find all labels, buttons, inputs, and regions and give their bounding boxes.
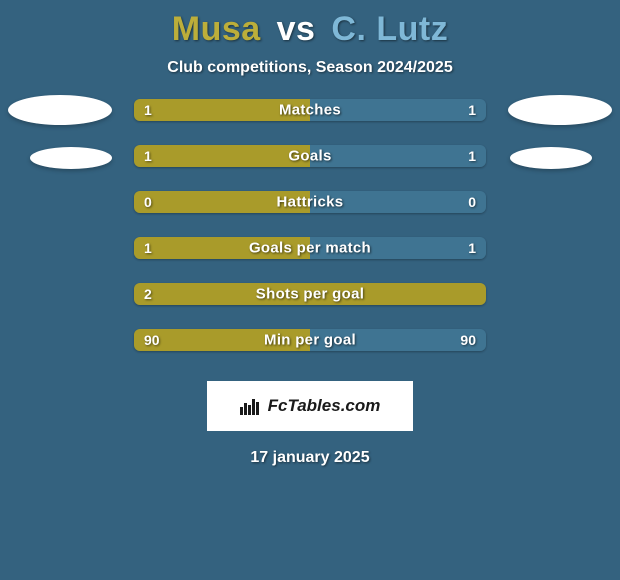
stat-row: Matches11 <box>134 99 486 121</box>
avatar-placeholder-left-2 <box>30 147 112 169</box>
brand-text: FcTables.com <box>268 396 381 416</box>
stat-fill-left <box>134 99 310 121</box>
avatar-placeholder-right-2 <box>510 147 592 169</box>
stats-area: Matches11 Goals11 Hattricks00 Goals per mat… <box>0 99 620 375</box>
stat-fill-left <box>134 329 310 351</box>
title-player2: C. Lutz <box>331 10 448 48</box>
subtitle: Club competitions, Season 2024/2025 <box>167 59 452 77</box>
date-label: 17 january 2025 <box>250 449 369 467</box>
stat-row: Hattricks00 <box>134 191 486 213</box>
stat-fill-left <box>134 145 310 167</box>
stat-fill-left <box>134 237 310 259</box>
page: Musa vs C. Lutz Club competitions, Seaso… <box>0 0 620 580</box>
avatar-placeholder-left-1 <box>8 95 112 125</box>
brand-badge: FcTables.com <box>207 381 413 431</box>
avatar-placeholder-right-1 <box>508 95 612 125</box>
stat-rows: Matches11 Goals11 Hattricks00 Goals per mat… <box>0 99 620 351</box>
title-player1: Musa <box>172 10 261 48</box>
stat-row: Min per goal9090 <box>134 329 486 351</box>
page-title: Musa vs C. Lutz <box>172 10 448 49</box>
stat-row: Goals11 <box>134 145 486 167</box>
stat-row: Goals per match11 <box>134 237 486 259</box>
stat-fill-left <box>134 191 310 213</box>
bars-chart-icon <box>240 397 262 415</box>
stat-fill-right <box>310 191 486 213</box>
stat-fill-right <box>310 237 486 259</box>
stat-fill-left <box>134 283 486 305</box>
stat-row: Shots per goal2 <box>134 283 486 305</box>
stat-fill-right <box>310 329 486 351</box>
title-vs: vs <box>277 10 316 48</box>
stat-fill-right <box>310 99 486 121</box>
stat-fill-right <box>310 145 486 167</box>
